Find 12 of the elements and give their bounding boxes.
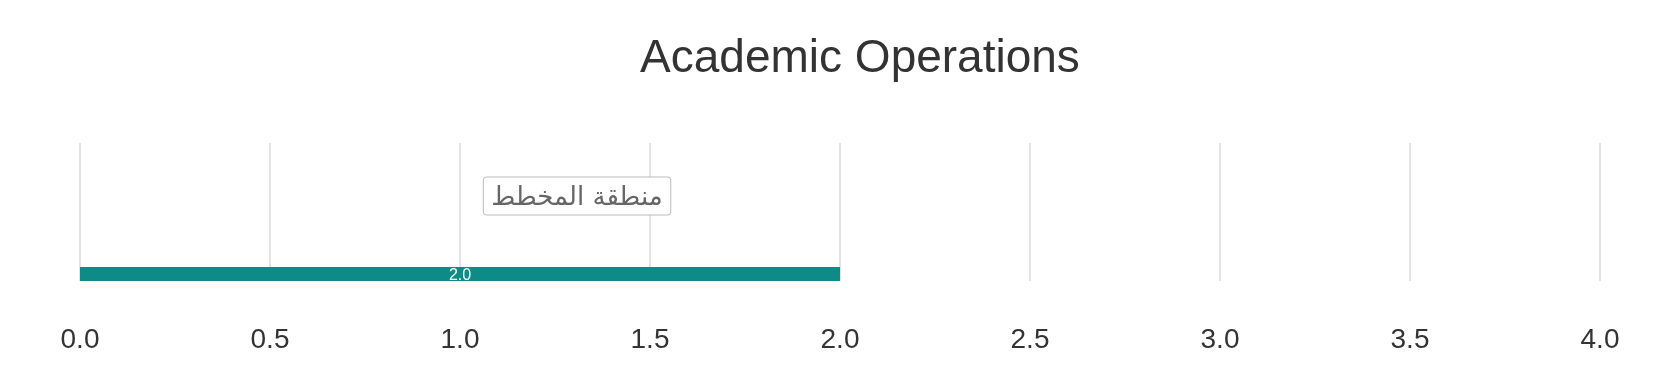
x-tick-label: 0.0 — [60, 323, 100, 354]
chart-title: Academic Operations — [640, 30, 1080, 82]
x-tick-label: 3.0 — [1200, 323, 1240, 354]
x-tick-label: 3.5 — [1390, 323, 1430, 354]
data-label: 2.0 — [448, 266, 472, 283]
x-tick-label: 4.0 — [1580, 323, 1620, 354]
x-tick-label: 2.0 — [820, 323, 860, 354]
text: منطقة المخطط — [491, 181, 663, 211]
x-tick-label: 1.5 — [630, 323, 670, 354]
x-tick-label: 0.5 — [250, 323, 290, 354]
x-tick-label: 2.5 — [1010, 323, 1050, 354]
x-tick-label: 1.0 — [440, 323, 480, 354]
